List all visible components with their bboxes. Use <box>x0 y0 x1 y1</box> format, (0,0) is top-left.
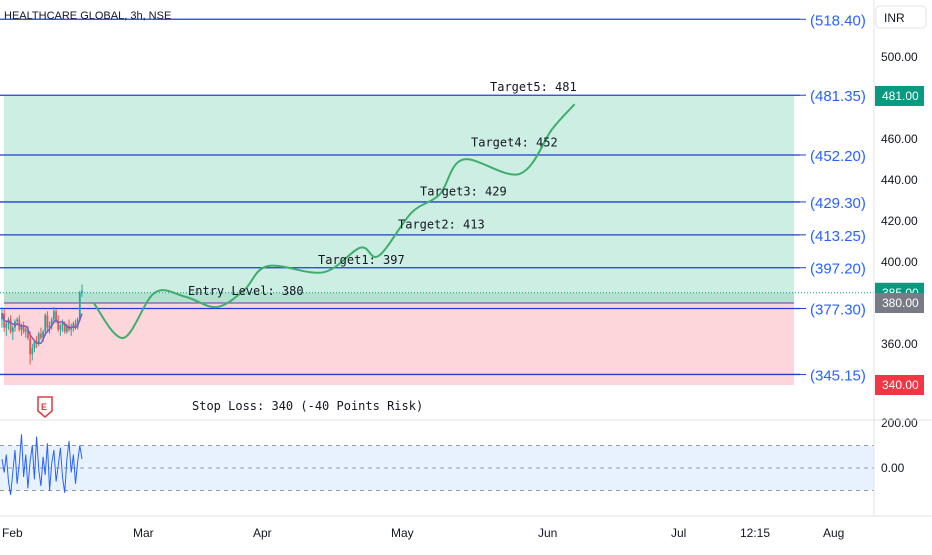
candle-body <box>46 315 49 328</box>
candle-body <box>24 329 27 332</box>
annotation-label: Target2: 413 <box>398 217 485 231</box>
candle-body <box>11 327 14 332</box>
candle-body <box>63 323 66 332</box>
annotations-layer: Target5: 481 Target4: 452 Target3: 429 Targ… <box>188 80 577 413</box>
candle-body <box>33 341 36 349</box>
candle-body <box>52 311 55 320</box>
candle-body <box>27 329 29 338</box>
candle-body <box>59 325 62 330</box>
candle-body <box>44 315 47 332</box>
x-tick-label: Aug <box>823 526 844 540</box>
level-label: (413.25) <box>810 228 866 245</box>
currency-label: INR <box>884 11 905 25</box>
oscillator-line <box>1 434 83 496</box>
candle-body <box>57 321 60 330</box>
y-tick-label: 440.00 <box>881 173 918 187</box>
candle-body <box>40 333 42 338</box>
entry-band <box>4 292 794 303</box>
candle-body <box>31 348 34 355</box>
candle-body <box>37 333 40 344</box>
candle-body <box>81 290 83 293</box>
candle-body <box>29 337 32 355</box>
x-tick-label: 12:15 <box>740 526 770 540</box>
svg-text:E: E <box>41 402 47 412</box>
projection-path <box>92 103 576 339</box>
x-tick-label: Jun <box>538 526 557 540</box>
candle-body <box>74 323 77 328</box>
annotation-label: Stop Loss: 340 (-40 Points Risk) <box>192 399 423 413</box>
candle-body <box>61 323 64 326</box>
level-label: (481.35) <box>810 88 866 105</box>
earnings-icon[interactable]: E <box>37 396 53 418</box>
price-badge-label: 481.00 <box>882 89 919 103</box>
candle-body <box>42 331 44 338</box>
profit-zone <box>4 95 794 303</box>
y-tick-label: 420.00 <box>881 214 918 228</box>
candle-body <box>22 325 25 332</box>
osc-tick-label: 200.00 <box>881 416 918 430</box>
x-tick-label: Apr <box>253 526 272 540</box>
annotation-label: Target3: 429 <box>420 185 507 199</box>
y-tick-label: 400.00 <box>881 255 918 269</box>
price-badge <box>875 293 924 313</box>
candle-body <box>20 325 23 330</box>
candles-layer <box>1 284 83 365</box>
level-label: (429.30) <box>810 195 866 212</box>
candle-body <box>9 319 12 332</box>
x-tick-label: Jul <box>671 526 686 540</box>
y-tick-label: 500.00 <box>881 50 918 64</box>
level-label: (397.20) <box>810 261 866 278</box>
candle-body <box>48 325 51 328</box>
candle-body <box>1 313 3 320</box>
level-label: (518.40) <box>810 12 866 29</box>
loss-zone <box>4 303 794 385</box>
candle-body <box>55 311 57 322</box>
annotation-label: Target4: 452 <box>471 135 558 149</box>
candle-body <box>5 323 8 328</box>
candle-body <box>72 323 75 328</box>
annotation-label: Target1: 397 <box>318 253 405 267</box>
candle-body <box>78 292 81 320</box>
candle-body <box>65 325 68 332</box>
projection-layer <box>92 103 576 339</box>
price-badge-label: 340.00 <box>882 378 919 392</box>
time-axis[interactable]: Feb Mar Apr May Jun Jul 12:15 Aug <box>0 515 932 540</box>
level-label: (452.20) <box>810 148 866 165</box>
annotation-label: Entry Level: 380 <box>188 284 304 298</box>
candle-body <box>76 319 79 328</box>
price-badge <box>875 85 924 106</box>
moving-average-line <box>1 313 83 344</box>
osc-tick-label: 0.00 <box>881 461 905 475</box>
candle-body <box>50 319 53 326</box>
levels-layer: (518.40) (481.35) (452.20) (429.30) (413.25)… <box>0 12 866 384</box>
y-tick-label: 360.00 <box>881 337 918 351</box>
y-tick-label: 460.00 <box>881 132 918 146</box>
annotation-label: Target5: 481 <box>490 80 577 94</box>
price-badge <box>875 375 924 395</box>
x-tick-label: Feb <box>2 526 23 540</box>
level-label: (345.15) <box>810 367 866 384</box>
candle-body <box>16 319 19 322</box>
chart-title: HEALTHCARE GLOBAL, 3h, NSE <box>4 10 171 22</box>
level-label: (377.30) <box>810 302 866 319</box>
x-tick-label: Mar <box>133 526 154 540</box>
price-axis[interactable]: 500.00 460.00 440.00 420.00 400.00 360.00 481.… <box>873 0 924 515</box>
x-tick-label: May <box>391 526 414 540</box>
oscillator-layer: 200.00 0.00 <box>0 416 932 496</box>
price-badge-label: 380.00 <box>882 296 919 310</box>
candle-body <box>70 327 73 330</box>
zones-layer <box>0 95 874 385</box>
currency-button[interactable]: INR <box>875 5 927 29</box>
